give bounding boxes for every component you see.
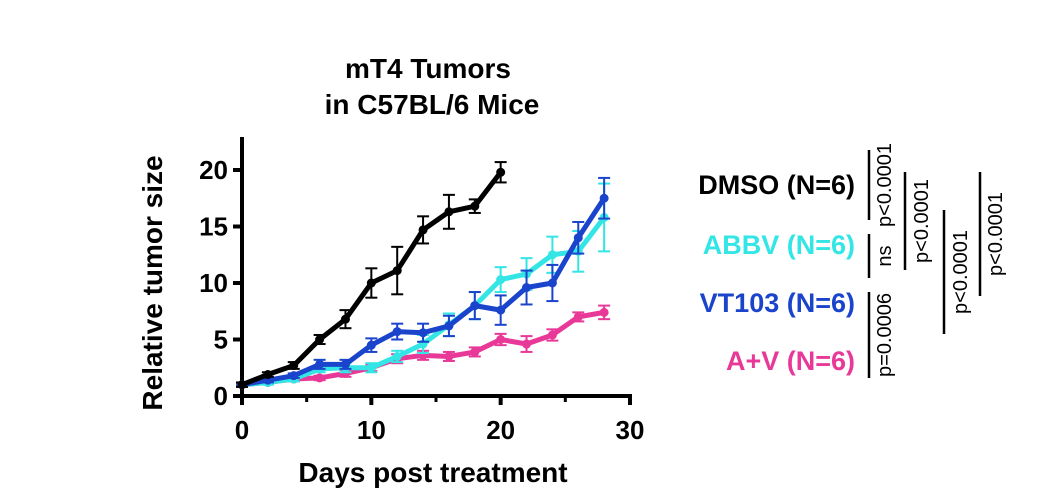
data-point — [340, 314, 350, 324]
y-tick-label-10: 10 — [199, 268, 228, 298]
legend: DMSO (N=6) ABBV (N=6) VT103 (N=6) A+V (N=6) — [698, 170, 855, 376]
chart-title-line-2: in C57BL/6 Mice — [325, 89, 540, 120]
series-0 — [236, 161, 507, 390]
data-point — [366, 278, 376, 288]
data-point — [599, 307, 609, 317]
stat-label-5: p<0.0001 — [985, 192, 1007, 276]
data-point — [470, 347, 480, 357]
stat-label-1: ns — [874, 245, 896, 266]
data-point — [366, 340, 376, 350]
data-point — [392, 351, 402, 361]
chart-title: mT4 Tumors in C57BL/6 Mice — [325, 53, 540, 120]
legend-entry-0: DMSO (N=6) — [698, 170, 855, 200]
data-point — [573, 312, 583, 322]
data-point — [289, 360, 299, 370]
data-point — [496, 275, 506, 285]
data-point — [315, 373, 325, 383]
axes: 0 5 10 15 20 0 10 20 30 — [199, 137, 645, 445]
x-tick-label-20: 20 — [486, 415, 515, 445]
data-point — [340, 359, 350, 369]
data-point — [573, 233, 583, 243]
x-tick-label-30: 30 — [616, 415, 645, 445]
legend-entry-2: VT103 (N=6) — [700, 288, 855, 318]
y-tick-label-0: 0 — [214, 381, 228, 411]
data-point — [418, 225, 428, 235]
data-point — [547, 330, 557, 340]
stat-label-2: p=0.0006 — [874, 293, 896, 377]
legend-entry-3: A+V (N=6) — [726, 346, 855, 376]
data-point — [444, 351, 454, 361]
x-tick-label-0: 0 — [235, 415, 249, 445]
data-point — [496, 167, 506, 177]
data-point — [547, 250, 557, 260]
data-point — [444, 321, 454, 331]
data-point — [522, 283, 532, 293]
y-tick-label-15: 15 — [199, 212, 228, 242]
data-point — [599, 193, 609, 203]
data-point — [392, 266, 402, 276]
data-point — [470, 201, 480, 211]
y-axis-label: Relative tumor size — [137, 155, 168, 410]
stat-label-4: p<0.0001 — [950, 230, 972, 314]
series-layer — [236, 161, 611, 390]
data-point — [237, 380, 247, 390]
data-point — [444, 207, 454, 217]
data-point — [289, 371, 299, 381]
data-point — [315, 335, 325, 344]
x-tick-label-10: 10 — [357, 415, 386, 445]
data-point — [547, 278, 557, 288]
data-point — [392, 327, 402, 337]
stat-label-3: p<0.0001 — [911, 179, 933, 263]
data-point — [366, 363, 376, 373]
y-tick-label-5: 5 — [214, 325, 228, 355]
statistics-annotations: p<0.0001 ns p=0.0006 p<0.0001 p<0.0001 p<0.00… — [867, 143, 1007, 378]
data-point — [418, 328, 428, 338]
legend-entry-1: ABBV (N=6) — [703, 230, 855, 260]
stat-label-0: p<0.0001 — [874, 143, 896, 227]
data-point — [522, 339, 532, 349]
data-point — [315, 359, 325, 369]
data-point — [496, 305, 506, 315]
data-point — [263, 370, 273, 380]
x-axis-label: Days post treatment — [298, 457, 567, 488]
data-point — [496, 335, 506, 344]
chart-title-line-1: mT4 Tumors — [345, 53, 511, 84]
series-2 — [236, 176, 611, 390]
data-point — [470, 301, 480, 311]
y-tick-label-20: 20 — [199, 155, 228, 185]
